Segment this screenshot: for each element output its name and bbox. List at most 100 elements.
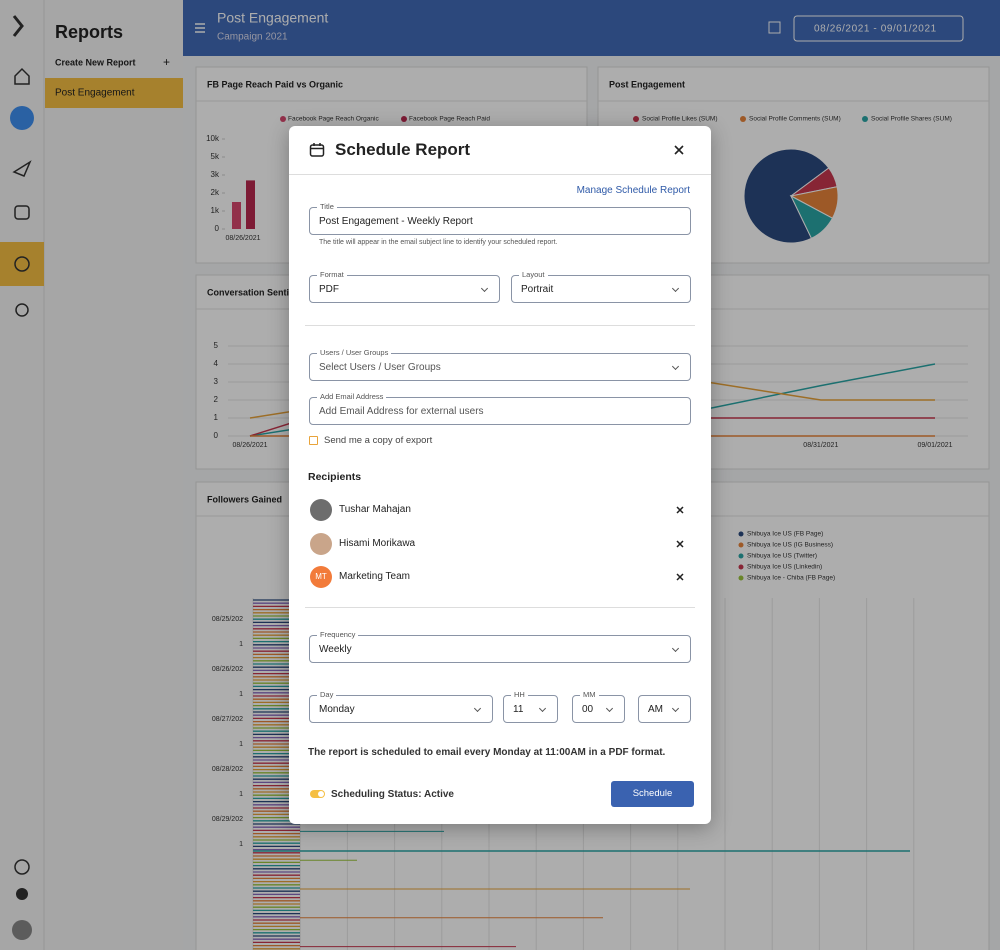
y-label: 1 [239, 741, 243, 748]
close-button[interactable] [674, 145, 684, 155]
chevron [671, 704, 680, 713]
field-label: Layout [519, 270, 548, 280]
field-value: 00 [582, 704, 594, 715]
status-toggle[interactable] [310, 790, 325, 798]
user-avatar[interactable] [12, 920, 32, 940]
legend-dot [738, 575, 744, 581]
frequency-select[interactable]: Frequency Weekly [309, 630, 691, 663]
recipient-row: MT Marketing Team [289, 566, 711, 588]
legend-dot [740, 116, 746, 122]
recipient-row: Tushar Mahajan [289, 499, 711, 521]
publish-icon[interactable] [12, 160, 32, 177]
y-label: 1 [239, 691, 243, 698]
title-field[interactable]: Title Post Engagement - Weekly Report [309, 202, 691, 235]
analytics-active[interactable] [0, 242, 44, 286]
y-tick-label: 0 [215, 224, 220, 233]
field-label: HH [511, 690, 528, 700]
sidebar-item[interactable]: Post Engagement [55, 88, 135, 99]
date-range[interactable]: 08/26/2021 - 09/01/2021 [814, 24, 937, 35]
layout-select[interactable]: Layout Portrait [511, 270, 691, 303]
settings-icon[interactable] [15, 303, 29, 317]
recipient-name: Hisami Morikawa [339, 537, 416, 549]
y-label: 1 [239, 791, 243, 798]
y-label: 08/27/202 [212, 716, 243, 723]
manage-link[interactable]: Manage Schedule Report [576, 185, 690, 196]
legend-label: Social Profile Likes (SUM) [642, 116, 718, 123]
minute-select[interactable]: MM 00 [572, 690, 625, 723]
recipient-name: Marketing Team [339, 571, 410, 582]
header-bar [183, 0, 1000, 56]
users-select[interactable]: Users / User Groups Select Users / User G… [309, 348, 691, 381]
logo [12, 15, 24, 37]
sidebar-item-active[interactable] [45, 78, 183, 108]
sidebar [45, 0, 183, 950]
field-label: Frequency [317, 630, 359, 640]
field-value: Weekly [319, 644, 352, 655]
chevron [473, 704, 482, 713]
y-label: 08/29/202 [212, 816, 243, 823]
ampm-select[interactable]: AM [638, 695, 691, 723]
y-label: 1 [239, 841, 243, 848]
checkbox-label[interactable]: Send me a copy of export [324, 435, 433, 446]
divider [305, 325, 695, 326]
hour-select[interactable]: HH 11 [503, 690, 558, 723]
field-value: 11 [513, 704, 524, 715]
legend-label: Shibuya Ice US (Linkedin) [747, 564, 822, 571]
y-tick-label: 0 [214, 431, 219, 440]
chevron [671, 284, 680, 293]
field-placeholder: Select Users / User Groups [319, 362, 441, 373]
field-label: Title [317, 202, 337, 212]
legend-dot [862, 116, 868, 122]
home-icon[interactable] [14, 67, 30, 85]
day-select[interactable]: Day Monday [309, 690, 493, 723]
remove-recipient[interactable] [676, 506, 684, 514]
email-field[interactable]: Add Email Address Add Email Address for e… [309, 392, 691, 425]
menu-icon[interactable] [195, 23, 205, 33]
chevron [605, 704, 614, 713]
y-tick-label: 5k [211, 152, 220, 161]
panel-title: FB Page Reach Paid vs Organic [207, 79, 343, 89]
field-value: Portrait [521, 284, 554, 295]
legend-label: Shibuya Ice US (IG Business) [747, 542, 833, 549]
theme-icon[interactable] [16, 888, 28, 900]
legend-dot [633, 116, 639, 122]
panel-title: Conversation Sentim [207, 287, 297, 297]
legend-dot [401, 116, 407, 122]
bar [232, 202, 241, 229]
recipient-avatar: MT [310, 566, 332, 588]
y-label: 1 [239, 641, 243, 648]
create-report[interactable]: Create New Report [55, 57, 136, 67]
inbox-icon[interactable] [14, 205, 30, 220]
field-label: Day [317, 690, 337, 700]
y-label: 08/28/202 [212, 766, 243, 773]
y-tick-label: 3k [211, 170, 220, 179]
divider [305, 607, 695, 608]
schedule-button[interactable]: Schedule [611, 781, 694, 807]
format-select[interactable]: Format PDF [309, 270, 500, 303]
remove-recipient[interactable] [676, 573, 684, 581]
x-tick-label: 08/31/2021 [803, 442, 838, 449]
y-tick-label: 1k [211, 206, 220, 215]
legend-label: Shibuya Ice - Chiba (FB Page) [747, 575, 835, 582]
help-icon[interactable] [14, 859, 30, 875]
date-picker[interactable] [793, 15, 964, 42]
recipient-row: Hisami Morikawa [289, 532, 711, 555]
y-tick-label: 2 [214, 395, 219, 404]
help-text: The title will appear in the email subje… [319, 239, 558, 246]
reports-icon[interactable] [10, 106, 34, 130]
calendar-icon [309, 143, 325, 157]
x-tick-label: 08/26/2021 [225, 235, 260, 242]
x-tick-label: 09/01/2021 [917, 442, 952, 449]
legend-dot [738, 564, 744, 570]
create-plus[interactable]: + [163, 55, 170, 69]
y-tick-label: 4 [214, 359, 219, 368]
schedule-modal: Schedule Report Manage Schedule Report T… [289, 126, 711, 824]
y-label: 08/26/202 [212, 666, 243, 673]
field-label: Users / User Groups [317, 348, 392, 358]
remove-recipient[interactable] [676, 539, 684, 548]
legend-label: Social Profile Shares (SUM) [871, 116, 952, 123]
copy-checkbox[interactable] [309, 436, 318, 445]
export-icon[interactable] [768, 21, 781, 34]
recipients-heading: Recipients [308, 471, 362, 483]
field-label: MM [580, 690, 599, 700]
